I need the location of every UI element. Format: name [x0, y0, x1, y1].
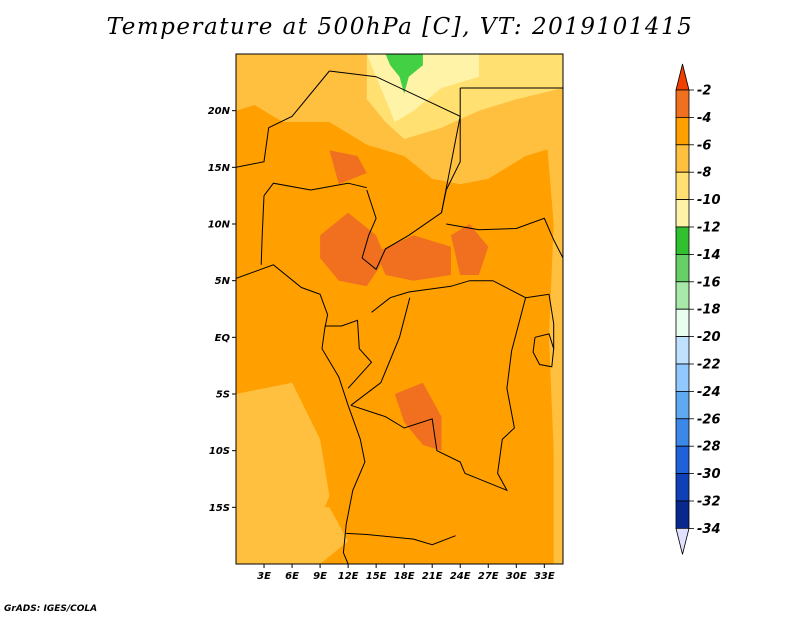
border-uganda-kenya: [525, 293, 555, 349]
southwest-faint-patch: [282, 507, 349, 564]
warm-cell-south-sudan: [450, 224, 489, 275]
colorbar-level-label: -14: [697, 248, 721, 263]
border-chad-east: [361, 116, 461, 271]
colorbar-swatch: [675, 117, 690, 146]
border-chad-sudan-line: [441, 116, 461, 213]
colorbar-bottom-arrow: [675, 528, 690, 555]
colorbar: -2 -4 -6 -8 -10 -12 -14 -16 -18 -20 -22 -24 -26 -28 -3…: [675, 63, 721, 555]
map-title: Temperature at 500hPa [C], VT: 201910141…: [106, 14, 694, 40]
colorbar-swatch: [675, 390, 690, 420]
lon-tick-label: 27E: [478, 571, 499, 582]
colorbar-swatch: [675, 199, 690, 228]
libya-coldest-patch: [366, 54, 479, 122]
lon-tick-label: 24E: [450, 571, 471, 582]
longitude-axis: 3E 6E 9E 12E 15E 18E 21E 24E 27E 30E 33E: [257, 564, 555, 582]
colorbar-level-label: -34: [697, 522, 721, 537]
lon-tick-label: 9E: [313, 571, 327, 582]
colorbar-level-label: -6: [697, 138, 711, 153]
border-sudan-south-sudan: [446, 217, 563, 259]
grads-credit: GrADS: IGES/COLA: [4, 604, 98, 614]
border-car-south: [371, 280, 526, 313]
colorbar-level-label: -28: [697, 440, 721, 455]
colorbar-top-arrow: [675, 63, 690, 91]
border-mali-niger: [236, 70, 330, 168]
lat-tick-label: 5N: [215, 276, 231, 287]
lake-victoria: [532, 333, 555, 368]
colorbar-level-label: -32: [697, 495, 721, 510]
lon-tick-label: 21E: [422, 571, 443, 582]
country-borders-layer: [236, 70, 563, 564]
colorbar-level-label: -20: [697, 330, 721, 345]
border-congo-drc: [350, 297, 411, 406]
colorbar-level-label: -16: [697, 275, 721, 290]
lon-tick-label: 30E: [506, 571, 527, 582]
lat-tick-label: 15S: [209, 503, 230, 514]
colorbar-swatch: [675, 363, 690, 392]
lat-tick-label: 5S: [216, 390, 230, 401]
cold-cell-green: [385, 54, 423, 94]
colorbar-swatch: [675, 418, 690, 447]
map-plot-area: [236, 54, 563, 564]
colorbar-swatch: [675, 336, 690, 365]
lat-tick-label: 10N: [208, 220, 231, 231]
colorbar-level-label: -30: [697, 467, 721, 482]
latitude-axis: 20N 15N 10N 5N EQ 5S 10S 15S: [208, 106, 236, 514]
eastern-warm-strip: [544, 54, 563, 564]
border-nigeria-benin: [260, 195, 265, 265]
warm-cell-cameroon: [320, 212, 386, 287]
warm-cell-chad: [329, 150, 367, 185]
lon-tick-label: 12E: [338, 571, 359, 582]
colorbar-swatch: [675, 308, 690, 338]
colorbar-level-label: -4: [697, 111, 711, 126]
colorbar-level-label: -24: [697, 385, 721, 400]
lat-tick-label: 10S: [209, 446, 230, 457]
border-angola-drc: [350, 404, 466, 474]
colorbar-swatch: [675, 253, 690, 283]
warm-cell-drc: [394, 382, 442, 451]
lon-tick-label: 33E: [534, 571, 555, 582]
colorbar-swatch: [675, 144, 690, 173]
colorbar-level-label: -8: [697, 166, 711, 181]
colorbar-level-label: -10: [697, 193, 721, 208]
colorbar-swatch: [675, 226, 690, 255]
colorbar-level-label: -2: [697, 84, 711, 99]
border-angola-south: [346, 532, 456, 546]
colorbar-swatch: [675, 500, 690, 529]
border-niger-nigeria: [263, 182, 367, 197]
colorbar-swatch: [675, 171, 690, 200]
border-east-africa: [464, 297, 527, 492]
colorbar-swatch: [675, 281, 690, 310]
colorbar-level-label: -22: [697, 358, 721, 373]
colorbar-level-label: -26: [697, 412, 721, 427]
colorbar-swatch: [675, 445, 690, 475]
lat-tick-label: EQ: [215, 333, 231, 344]
temperature-shading-layer: [236, 54, 563, 564]
border-libya-south: [329, 70, 461, 118]
colorbar-level-label: -12: [697, 221, 721, 236]
border-congo-gabon: [324, 319, 373, 389]
lat-tick-label: 20N: [208, 106, 231, 117]
lon-tick-label: 15E: [366, 571, 387, 582]
lat-tick-label: 15N: [208, 163, 231, 174]
lon-tick-label: 6E: [285, 571, 299, 582]
map-frame: [235, 53, 564, 565]
colorbar-level-label: -18: [697, 303, 721, 318]
lon-tick-label: 3E: [257, 571, 271, 582]
colorbar-swatch: [675, 473, 690, 502]
lon-tick-label: 18E: [394, 571, 415, 582]
colorbar-swatch: [675, 89, 690, 118]
warm-cell-car: [376, 235, 451, 281]
coastline: [236, 264, 366, 564]
